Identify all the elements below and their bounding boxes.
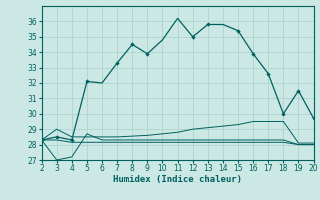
- X-axis label: Humidex (Indice chaleur): Humidex (Indice chaleur): [113, 175, 242, 184]
